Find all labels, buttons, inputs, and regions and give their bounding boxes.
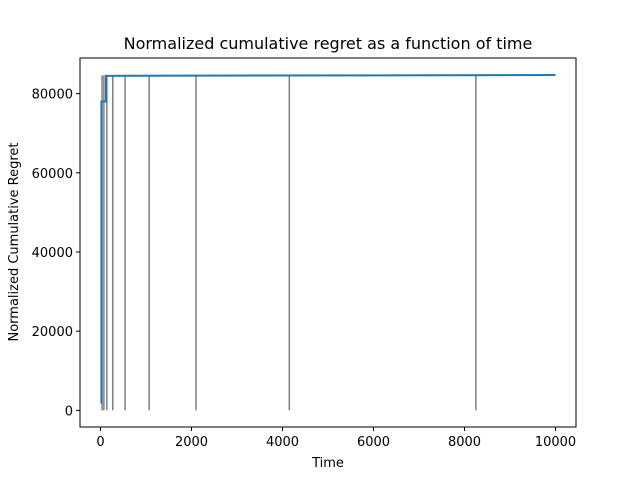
x-tick-label: 0 — [96, 435, 104, 450]
y-tick-label: 0 — [65, 404, 73, 419]
x-tick-label: 10000 — [535, 435, 576, 450]
x-tick-label: 8000 — [448, 435, 481, 450]
chart-title: Normalized cumulative regret as a functi… — [124, 34, 533, 53]
x-axis-label: Time — [311, 456, 344, 471]
y-axis-label: Normalized Cumulative Regret — [7, 142, 22, 341]
y-axis: 0 20000 40000 60000 80000 — [32, 88, 80, 419]
x-tick-label: 6000 — [357, 435, 390, 450]
y-tick-label: 20000 — [32, 325, 73, 340]
plot-content — [100, 74, 556, 411]
plot-frame — [79, 57, 577, 428]
x-axis: 0 2000 4000 6000 8000 10000 — [96, 427, 576, 450]
y-tick-label: 60000 — [32, 167, 73, 182]
x-tick-label: 4000 — [266, 435, 299, 450]
y-tick-label: 80000 — [32, 88, 73, 103]
x-tick-label: 2000 — [175, 435, 208, 450]
series-line — [100, 74, 556, 404]
y-tick-label: 40000 — [32, 246, 73, 261]
